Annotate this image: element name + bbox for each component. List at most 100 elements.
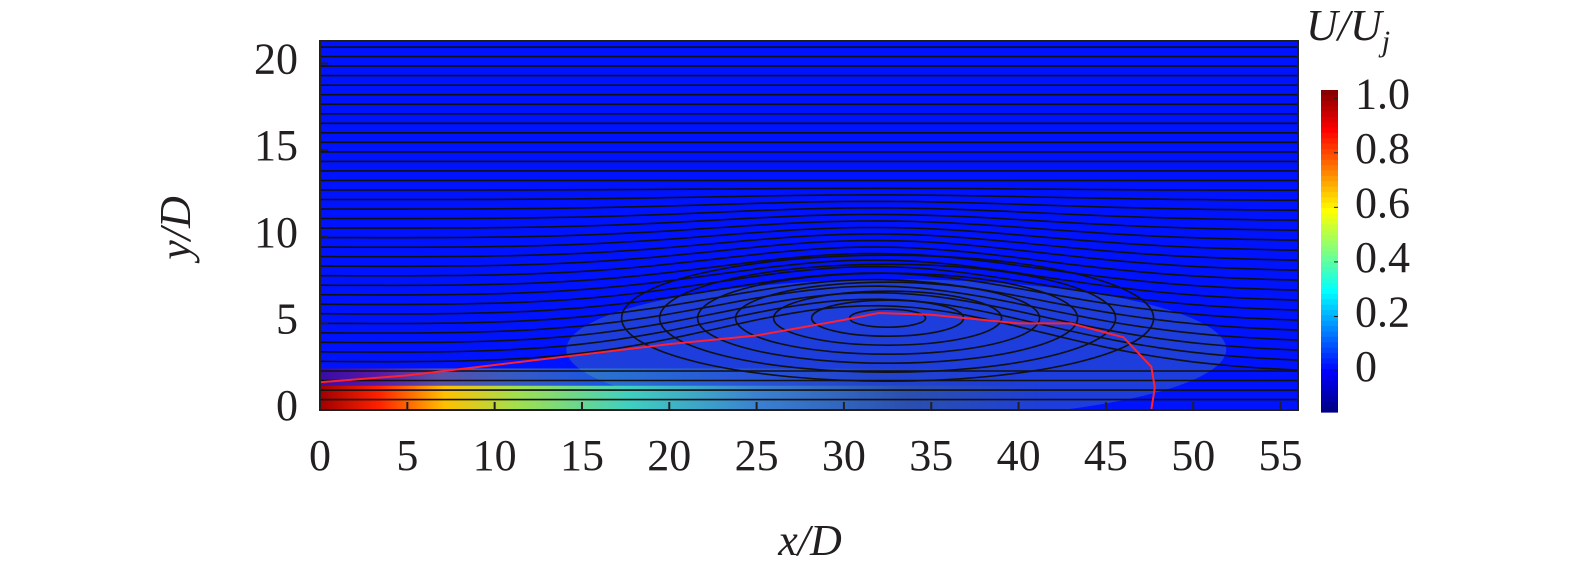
colorbar-cell xyxy=(1321,406,1338,413)
x-tick-label: 50 xyxy=(1171,431,1215,480)
colorbar-cell xyxy=(1321,218,1338,225)
y-tick-label: 15 xyxy=(254,121,298,170)
colorbar-cell xyxy=(1321,401,1338,408)
colorbar-cell xyxy=(1321,165,1338,172)
colorbar-cell xyxy=(1321,191,1338,198)
x-tick-label: 45 xyxy=(1084,431,1128,480)
streamline xyxy=(320,278,1298,331)
colorbar-cell xyxy=(1321,240,1338,247)
colorbar: 0 0.2 0.4 0.6 0.8 1.0 xyxy=(1321,69,1410,413)
streamline xyxy=(320,226,1298,251)
colorbar-cell xyxy=(1321,95,1338,102)
colorbar-cell xyxy=(1321,369,1338,376)
x-tick-label: 55 xyxy=(1259,431,1303,480)
eddy-streamline xyxy=(620,254,1155,382)
streamline xyxy=(320,207,1298,221)
colorbar-cell xyxy=(1321,106,1338,113)
colorbar-cell xyxy=(1321,213,1338,220)
colorbar-cell xyxy=(1321,379,1338,386)
colorbar-cell xyxy=(1321,224,1338,231)
colorbar-cell xyxy=(1321,385,1338,392)
colorbar-label-sub: j xyxy=(1378,25,1390,58)
x-tick-label: 20 xyxy=(647,431,691,480)
eddy-streamline xyxy=(658,263,1117,373)
colorbar-cell xyxy=(1321,304,1338,311)
colorbar-cell xyxy=(1321,154,1338,161)
colorbar-cell xyxy=(1321,315,1338,322)
colorbar-cell xyxy=(1321,181,1338,188)
colorbar-cell xyxy=(1321,149,1338,155)
colorbar-cell xyxy=(1321,272,1338,279)
eddy-streamline xyxy=(696,272,1079,364)
colorbar-cell xyxy=(1321,175,1338,182)
streamline xyxy=(320,194,1298,201)
colorbar-cell xyxy=(1321,111,1338,118)
colorbar-cell xyxy=(1321,277,1338,284)
colorbar-tick-label: 1.0 xyxy=(1355,69,1410,118)
x-tick-label: 35 xyxy=(909,431,953,480)
streamline xyxy=(320,265,1298,311)
axes-frame xyxy=(319,40,1299,411)
colorbar-label-main: U/U xyxy=(1306,1,1385,50)
colorbar-tick-label: 0.6 xyxy=(1355,178,1410,227)
x-tick-label: 25 xyxy=(735,431,779,480)
streamline xyxy=(320,246,1298,281)
colorbar-cell xyxy=(1321,374,1338,381)
colorbar-label: U/Uj xyxy=(1306,1,1390,58)
colorbar-cell xyxy=(1321,347,1338,354)
colorbar-cell xyxy=(1321,234,1338,241)
streamline xyxy=(320,298,1298,361)
streamline xyxy=(320,304,1298,371)
y-tick-label: 5 xyxy=(276,294,298,343)
colorbar-cell xyxy=(1321,293,1338,300)
streamline xyxy=(320,220,1298,241)
x-axis-label: x/D xyxy=(777,516,842,565)
streamline xyxy=(320,239,1298,271)
colorbar-cell xyxy=(1321,299,1338,306)
colorbar-cell xyxy=(1321,245,1338,252)
colorbar-cell xyxy=(1321,261,1338,268)
colorbar-cell xyxy=(1321,256,1338,263)
colorbar-cell xyxy=(1321,186,1338,193)
colorbar-cell xyxy=(1321,288,1338,295)
colorbar-cell xyxy=(1321,395,1338,402)
streamline xyxy=(320,233,1298,261)
colorbar-cell xyxy=(1321,170,1338,177)
x-tick-label: 15 xyxy=(560,431,604,480)
contour-line xyxy=(320,311,1156,410)
colorbar-cell xyxy=(1321,116,1338,123)
colorbar-cell xyxy=(1321,363,1338,370)
colorbar-tick-label: 0.4 xyxy=(1355,233,1410,282)
colorbar-cell xyxy=(1321,251,1338,257)
x-tick-label: 40 xyxy=(997,431,1041,480)
x-tick-label: 0 xyxy=(309,431,331,480)
colorbar-cell xyxy=(1321,267,1338,274)
colorbar-cell xyxy=(1321,310,1338,316)
colorbar-tick-label: 0 xyxy=(1355,342,1377,391)
y-tick-label: 0 xyxy=(276,381,298,430)
colorbar-cell xyxy=(1321,283,1338,290)
streamline xyxy=(320,285,1298,341)
streamline xyxy=(320,252,1298,291)
colorbar-cell xyxy=(1321,229,1338,236)
plot-area xyxy=(320,41,1298,410)
x-tick-label: 10 xyxy=(473,431,517,480)
x-tick-label: 5 xyxy=(396,431,418,480)
eddy-streamline xyxy=(734,281,1041,355)
y-tick-label: 20 xyxy=(254,35,298,84)
streamline xyxy=(320,200,1298,211)
colorbar-cell xyxy=(1321,122,1338,129)
colorbar-cell xyxy=(1321,202,1338,209)
streamline xyxy=(320,291,1298,351)
colorbar-cell xyxy=(1321,336,1338,343)
colorbar-cell xyxy=(1321,90,1338,96)
colorbar-cell xyxy=(1321,331,1338,338)
colorbar-cell xyxy=(1321,127,1338,134)
colorbar-tick-label: 0.2 xyxy=(1355,288,1410,337)
colorbar-cell xyxy=(1321,320,1338,327)
colorbar-cell xyxy=(1321,208,1338,215)
colorbar-cell xyxy=(1321,390,1338,397)
streamline xyxy=(320,187,1298,191)
colorbar-tick-label: 0.8 xyxy=(1355,124,1410,173)
